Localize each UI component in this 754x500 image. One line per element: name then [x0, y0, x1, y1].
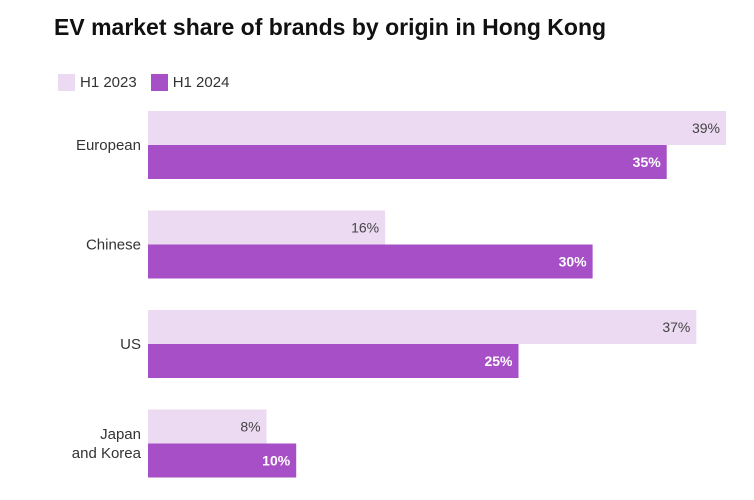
- legend-swatch-h1-2023: [58, 74, 75, 91]
- bar-h1-2023-us: [148, 310, 697, 344]
- category-label-japan-and-korea: Japan and Korea: [72, 426, 142, 462]
- value-label-h1-2024-chinese: 30%: [559, 254, 588, 270]
- value-label-h1-2024-us: 25%: [484, 353, 513, 369]
- value-label-h1-2023-us: 37%: [662, 319, 690, 335]
- value-label-h1-2023-japan-and-korea: 8%: [240, 419, 260, 435]
- legend-swatch-h1-2024: [150, 74, 168, 91]
- bar-h1-2024-european: [148, 145, 667, 179]
- legend-label-h1-2024: H1 2024: [172, 74, 230, 91]
- chart-title: EV market share of brands by origin in H…: [54, 14, 607, 40]
- legend-item-h1-2023: H1 2023: [58, 74, 137, 91]
- bar-h1-2023-chinese: [148, 210, 386, 245]
- bar-h1-2024-japan-and-korea: [148, 443, 297, 478]
- category-label-chinese: Chinese: [86, 237, 141, 254]
- category-label-us: US: [120, 336, 141, 353]
- legend-label-h1-2023: H1 2023: [80, 74, 137, 91]
- bar-h1-2024-us: [148, 344, 519, 378]
- legend: H1 2023 H1 2024: [58, 74, 243, 91]
- value-label-h1-2023-chinese: 16%: [351, 220, 379, 236]
- legend-item-h1-2024: H1 2024: [150, 74, 230, 91]
- value-label-h1-2023-european: 39%: [692, 120, 720, 136]
- value-label-h1-2024-european: 35%: [633, 154, 662, 170]
- bar-h1-2024-chinese: [148, 244, 593, 279]
- value-label-h1-2024-japan-and-korea: 10%: [262, 453, 291, 469]
- bar-h1-2023-japan-and-korea: [148, 409, 267, 444]
- category-label-european: European: [76, 137, 141, 154]
- bar-h1-2023-european: [148, 111, 726, 145]
